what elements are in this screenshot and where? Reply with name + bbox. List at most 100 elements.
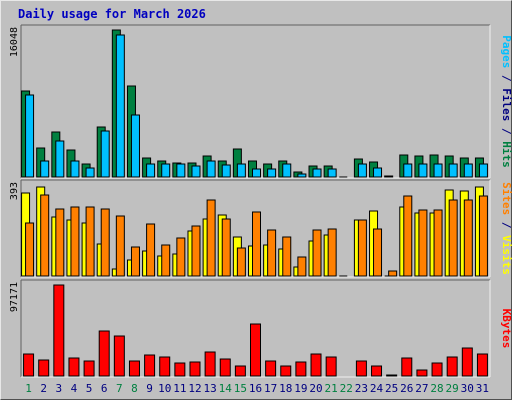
bar-kbytes-day-11 [174, 362, 186, 377]
bar-kbytes-day-27 [416, 369, 428, 377]
bar-kbytes-day-10 [159, 356, 171, 377]
bar-sites-day-1 [25, 222, 35, 277]
bar-sites-day-27 [418, 209, 428, 277]
bar-kbytes-day-13 [204, 351, 216, 377]
bar-sites-day-13 [206, 199, 216, 277]
bar-files-day-29 [448, 163, 458, 178]
bar-sites-day-28 [433, 209, 443, 277]
series-legend-label: KBytes [500, 309, 512, 349]
x-tick-label-day-7: 7 [116, 382, 123, 395]
bar-files-day-24 [373, 167, 383, 178]
bar-kbytes-day-18 [280, 365, 292, 377]
bar-kbytes-day-25 [386, 374, 398, 377]
x-tick-label-day-12: 12 [188, 382, 201, 395]
x-tick-label-day-9: 9 [146, 382, 153, 395]
bar-kbytes-day-23 [355, 360, 367, 377]
x-tick-label-day-2: 2 [40, 382, 47, 395]
bar-sites-day-24 [373, 228, 383, 277]
bar-sites-day-25 [388, 270, 398, 277]
bar-kbytes-day-1 [23, 353, 35, 377]
x-tick-label-day-3: 3 [56, 382, 63, 395]
bar-kbytes-day-7 [113, 335, 125, 377]
bar-files-day-15 [236, 163, 246, 178]
legend-part: / [500, 215, 512, 235]
bar-files-day-12 [191, 165, 201, 178]
x-tick-label-day-24: 24 [370, 382, 384, 395]
bar-kbytes-day-21 [325, 356, 337, 377]
bar-sites-day-19 [297, 256, 307, 277]
bar-hits-day-25 [384, 175, 394, 178]
bar-sites-day-23 [357, 219, 367, 277]
bar-sites-day-6 [100, 208, 110, 277]
bar-sites-day-3 [55, 208, 65, 277]
legend-part: Pages [500, 35, 512, 68]
bar-sites-day-18 [282, 236, 292, 277]
x-tick-label-day-17: 17 [264, 382, 277, 395]
bar-files-day-8 [130, 114, 140, 178]
bar-kbytes-day-17 [265, 360, 277, 377]
legend-part: Visits [500, 235, 512, 275]
bar-kbytes-day-12 [189, 361, 201, 377]
bar-files-day-3 [55, 140, 65, 178]
bar-kbytes-day-9 [144, 354, 156, 377]
bar-kbytes-day-29 [446, 356, 458, 377]
bar-files-day-2 [40, 160, 50, 178]
bar-sites-day-9 [146, 223, 156, 277]
bar-kbytes-day-4 [68, 357, 80, 377]
bar-sites-day-21 [327, 228, 337, 277]
bar-sites-day-12 [191, 225, 201, 277]
bar-files-day-20 [312, 168, 322, 178]
x-tick-label-day-4: 4 [71, 382, 78, 395]
bar-sites-day-2 [40, 194, 50, 277]
bar-files-day-13 [206, 160, 216, 178]
legend-part: / [500, 68, 512, 88]
bar-kbytes-day-16 [250, 323, 261, 377]
bar-files-day-9 [146, 163, 156, 178]
bar-kbytes-day-19 [295, 361, 307, 377]
bar-sites-day-29 [448, 199, 458, 277]
x-tick-label-day-20: 20 [309, 382, 322, 395]
y-axis-max-label: 393 [9, 182, 20, 200]
bar-sites-day-26 [403, 195, 413, 277]
chart-title: Daily usage for March 2026 [18, 7, 206, 21]
legend-part: / [500, 121, 512, 141]
bar-kbytes-day-5 [83, 360, 95, 377]
series-legend-label: Sites / Visits [500, 182, 512, 275]
x-tick-label-day-25: 25 [385, 382, 398, 395]
x-tick-label-day-28: 28 [430, 382, 443, 395]
x-tick-label-day-16: 16 [249, 382, 262, 395]
bar-files-day-23 [357, 163, 367, 178]
bar-kbytes-day-20 [310, 353, 322, 377]
y-axis-max-label: 97171 [9, 282, 20, 312]
x-tick-label-day-19: 19 [294, 382, 307, 395]
bar-sites-day-4 [70, 206, 80, 277]
x-tick-label-day-22: 22 [340, 382, 353, 395]
bar-files-day-17 [267, 168, 277, 178]
x-tick-label-day-13: 13 [203, 382, 216, 395]
y-axis-max-label: 16048 [9, 27, 20, 57]
bar-kbytes-day-31 [476, 353, 488, 377]
bar-sites-day-7 [115, 215, 125, 277]
bar-sites-day-10 [161, 244, 171, 277]
bar-files-day-28 [433, 163, 443, 178]
legend-part: KBytes [500, 309, 512, 349]
bar-files-day-21 [327, 168, 337, 178]
bar-sites-day-31 [478, 195, 488, 277]
bar-files-day-26 [403, 163, 413, 178]
bar-files-day-10 [161, 163, 171, 178]
x-tick-label-day-21: 21 [325, 382, 338, 395]
bar-kbytes-day-8 [128, 360, 140, 377]
x-tick-label-day-27: 27 [415, 382, 428, 395]
bar-kbytes-day-3 [53, 284, 65, 377]
bar-kbytes-day-28 [431, 362, 443, 377]
bar-kbytes-day-15 [234, 365, 246, 377]
bar-files-day-1 [25, 94, 35, 178]
bar-files-day-30 [463, 163, 473, 178]
x-tick-label-day-5: 5 [86, 382, 93, 395]
bar-files-day-31 [478, 163, 488, 178]
x-tick-label-day-18: 18 [279, 382, 292, 395]
bar-kbytes-day-30 [461, 347, 473, 377]
bar-kbytes-day-2 [38, 359, 50, 377]
bar-files-day-18 [282, 163, 292, 178]
